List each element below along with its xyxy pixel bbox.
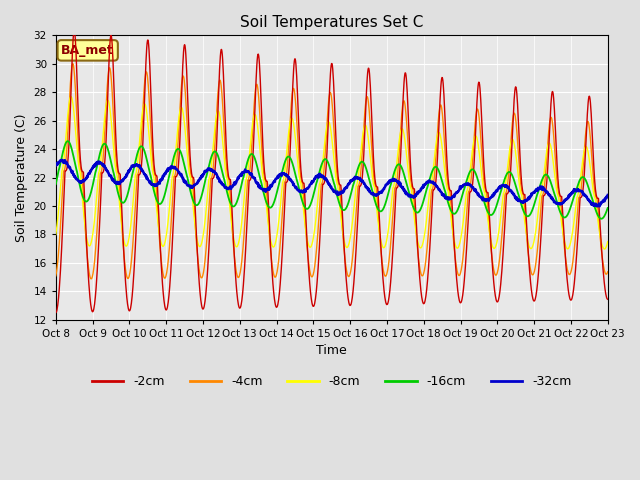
Text: BA_met: BA_met (61, 44, 114, 57)
X-axis label: Time: Time (316, 344, 347, 357)
Y-axis label: Soil Temperature (C): Soil Temperature (C) (15, 113, 28, 242)
Legend: -2cm, -4cm, -8cm, -16cm, -32cm: -2cm, -4cm, -8cm, -16cm, -32cm (87, 370, 577, 393)
Title: Soil Temperatures Set C: Soil Temperatures Set C (240, 15, 424, 30)
